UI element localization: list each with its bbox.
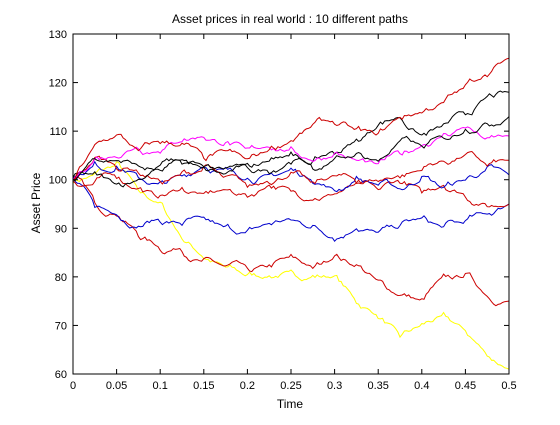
y-tick-label: 110	[49, 126, 67, 138]
y-axis-label: Asset Price	[29, 172, 43, 233]
series-line-9	[72, 57, 510, 182]
y-tick-label: 90	[55, 223, 67, 235]
x-tick-label: 0.15	[193, 380, 214, 392]
y-tick-label: 120	[49, 78, 67, 90]
series-line-5	[72, 160, 510, 193]
series-line-3	[72, 177, 510, 242]
x-tick-label: 0.05	[106, 380, 127, 392]
x-tick-label: 0.4	[414, 380, 429, 392]
series-line-6	[72, 150, 509, 189]
x-tick-label: 0.5	[501, 380, 516, 392]
series-line-10	[72, 116, 510, 182]
series-line-8	[72, 126, 510, 181]
series-line-7	[72, 90, 510, 188]
series-line-2	[72, 176, 510, 307]
x-tick-label: 0.1	[153, 380, 168, 392]
chart-title: Asset prices in real world : 10 differen…	[172, 12, 408, 26]
y-tick-label: 70	[55, 320, 67, 332]
x-tick-label: 0.45	[455, 380, 476, 392]
y-tick-label: 60	[55, 369, 67, 381]
x-tick-label: 0.2	[240, 380, 255, 392]
x-tick-label: 0.35	[367, 380, 388, 392]
y-tick-label: 80	[55, 272, 67, 284]
plot-frame	[72, 33, 510, 375]
series-line-4	[72, 172, 510, 208]
x-tick-label: 0.3	[327, 380, 342, 392]
x-axis-label: Time	[277, 397, 304, 411]
axes-layer: 0 0.05 0.1 0.15 0.2 0.25 0.3 0.35 0.4 0.45 0.5 60 70…	[49, 29, 517, 392]
x-tick-label: 0	[70, 380, 76, 392]
y-tick-label: 130	[49, 29, 67, 41]
y-tick-label: 100	[49, 175, 67, 187]
series-layer	[72, 57, 510, 370]
x-tick-label: 0.25	[280, 380, 301, 392]
series-line-1	[72, 161, 510, 370]
